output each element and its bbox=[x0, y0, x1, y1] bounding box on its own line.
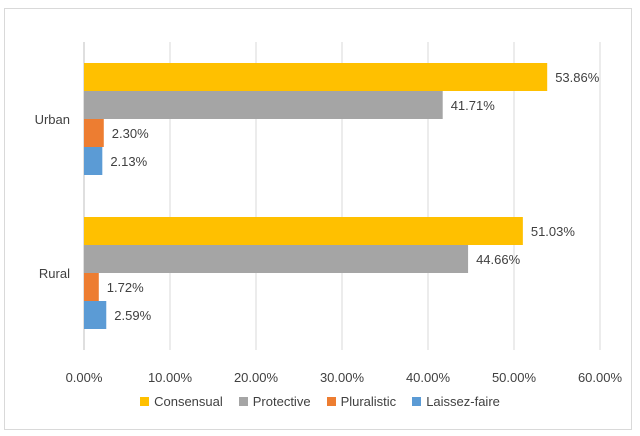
legend-swatch bbox=[326, 397, 336, 406]
legend-swatch bbox=[238, 397, 248, 406]
x-tick-label: 0.00% bbox=[66, 370, 103, 385]
legend-item: Pluralistic bbox=[326, 394, 397, 409]
data-label: 1.72% bbox=[107, 280, 144, 295]
legend-swatch bbox=[412, 397, 422, 406]
legend: Consensual Protective Pluralistic Laissez-f… bbox=[0, 394, 640, 409]
data-label: 53.86% bbox=[555, 70, 600, 85]
y-category-label: Urban bbox=[35, 112, 70, 127]
data-label: 41.71% bbox=[451, 98, 496, 113]
x-tick-label: 50.00% bbox=[492, 370, 537, 385]
bar-consensual bbox=[84, 217, 523, 245]
bar-pluralistic bbox=[84, 273, 99, 301]
legend-item: Consensual bbox=[140, 394, 223, 409]
y-category-label: Rural bbox=[39, 266, 70, 281]
x-tick-label: 30.00% bbox=[320, 370, 365, 385]
bar-laissez-faire bbox=[84, 147, 103, 175]
bar-protective bbox=[84, 245, 469, 273]
bar-chart: 0.00% 10.00% 20.00% 30.00% 40.00% 50.00% 60.00… bbox=[35, 42, 623, 385]
x-tick-label: 40.00% bbox=[406, 370, 451, 385]
x-tick-label: 60.00% bbox=[578, 370, 623, 385]
x-tick-label: 20.00% bbox=[234, 370, 279, 385]
bar-pluralistic bbox=[84, 119, 104, 147]
data-label: 2.59% bbox=[114, 308, 151, 323]
data-label: 51.03% bbox=[531, 224, 576, 239]
legend-label: Consensual bbox=[154, 394, 223, 409]
legend-label: Protective bbox=[252, 394, 311, 409]
bar-consensual bbox=[84, 63, 548, 91]
legend-item: Laissez-faire bbox=[412, 394, 500, 409]
data-label: 2.30% bbox=[112, 126, 149, 141]
x-tick-label: 10.00% bbox=[148, 370, 193, 385]
legend-item: Protective bbox=[238, 394, 311, 409]
data-label: 2.13% bbox=[110, 154, 147, 169]
bar-protective bbox=[84, 91, 443, 119]
legend-swatch bbox=[140, 397, 150, 406]
legend-label: Pluralistic bbox=[340, 394, 397, 409]
legend-label: Laissez-faire bbox=[426, 394, 500, 409]
bar-laissez-faire bbox=[84, 301, 107, 329]
data-label: 44.66% bbox=[476, 252, 521, 267]
